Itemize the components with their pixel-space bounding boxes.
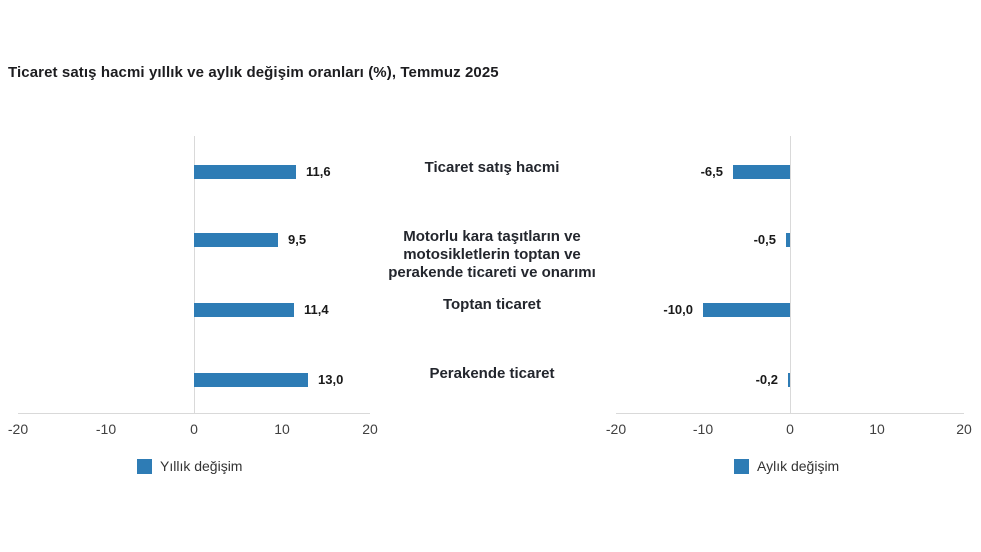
bar-value-label: -10,0	[663, 302, 693, 317]
x-axis-tick-label: 0	[190, 421, 198, 437]
monthly-legend-label: Aylık değişim	[757, 458, 840, 474]
x-axis-tick-label: 10	[274, 421, 290, 437]
bar-value-label: -0,2	[755, 372, 778, 387]
bar-value-label: -0,5	[753, 232, 776, 247]
annual-legend: Yıllık değişim	[137, 458, 242, 474]
category-label-0: Ticaret satış hacmi	[424, 159, 560, 176]
bar-value-label: 11,4	[304, 302, 329, 317]
bar-value-label: -6,5	[700, 164, 723, 179]
bar-monthly-1	[786, 233, 790, 247]
bar-annual-0	[194, 165, 296, 179]
x-axis-tick-label: 10	[869, 421, 885, 437]
category-labels-column: Ticaret satış hacmi Motorlu kara taşıtlar…	[370, 0, 614, 552]
x-axis-tick-label: 20	[956, 421, 972, 437]
monthly-legend-swatch-icon	[734, 458, 749, 474]
bar-value-label: 13,0	[318, 372, 344, 387]
category-label-1: Motorlu kara taşıtların ve motosikletler…	[388, 228, 596, 281]
category-label-2: Toptan ticaret	[442, 296, 542, 313]
bar-monthly-2	[703, 303, 790, 317]
annual-legend-label: Yıllık değişim	[160, 458, 243, 474]
bar-monthly-0	[733, 165, 790, 179]
bar-monthly-3	[788, 373, 790, 387]
chart-title: Ticaret satış hacmi yıllık ve aylık deği…	[8, 64, 499, 81]
category-label-3: Perakende ticaret	[429, 365, 555, 382]
x-axis-tick-label: -10	[95, 421, 117, 437]
monthly-legend: Aylık değişim	[734, 458, 839, 474]
zero-axis-line	[194, 136, 195, 413]
x-axis-tick-label: -20	[605, 421, 627, 437]
zero-axis-line	[790, 136, 791, 413]
x-axis-tick-label: 20	[362, 421, 378, 437]
annual-legend-swatch-icon	[137, 458, 152, 474]
annual-change-plot: 11,6 9,5 11,4 13,0 -20 -10 0 10 20	[8, 136, 378, 437]
bar-value-label: 9,5	[288, 232, 307, 247]
bar-annual-1	[194, 233, 278, 247]
x-axis-tick-label: -20	[7, 421, 29, 437]
bar-value-label: 11,6	[306, 164, 331, 179]
bar-annual-2	[194, 303, 294, 317]
x-axis-tick-label: 0	[786, 421, 794, 437]
x-axis-tick-label: -10	[692, 421, 714, 437]
monthly-change-plot: -6,5 -0,5 -10,0 -0,2 -20 -10 0 10 20	[606, 136, 972, 437]
bar-annual-3	[194, 373, 308, 387]
